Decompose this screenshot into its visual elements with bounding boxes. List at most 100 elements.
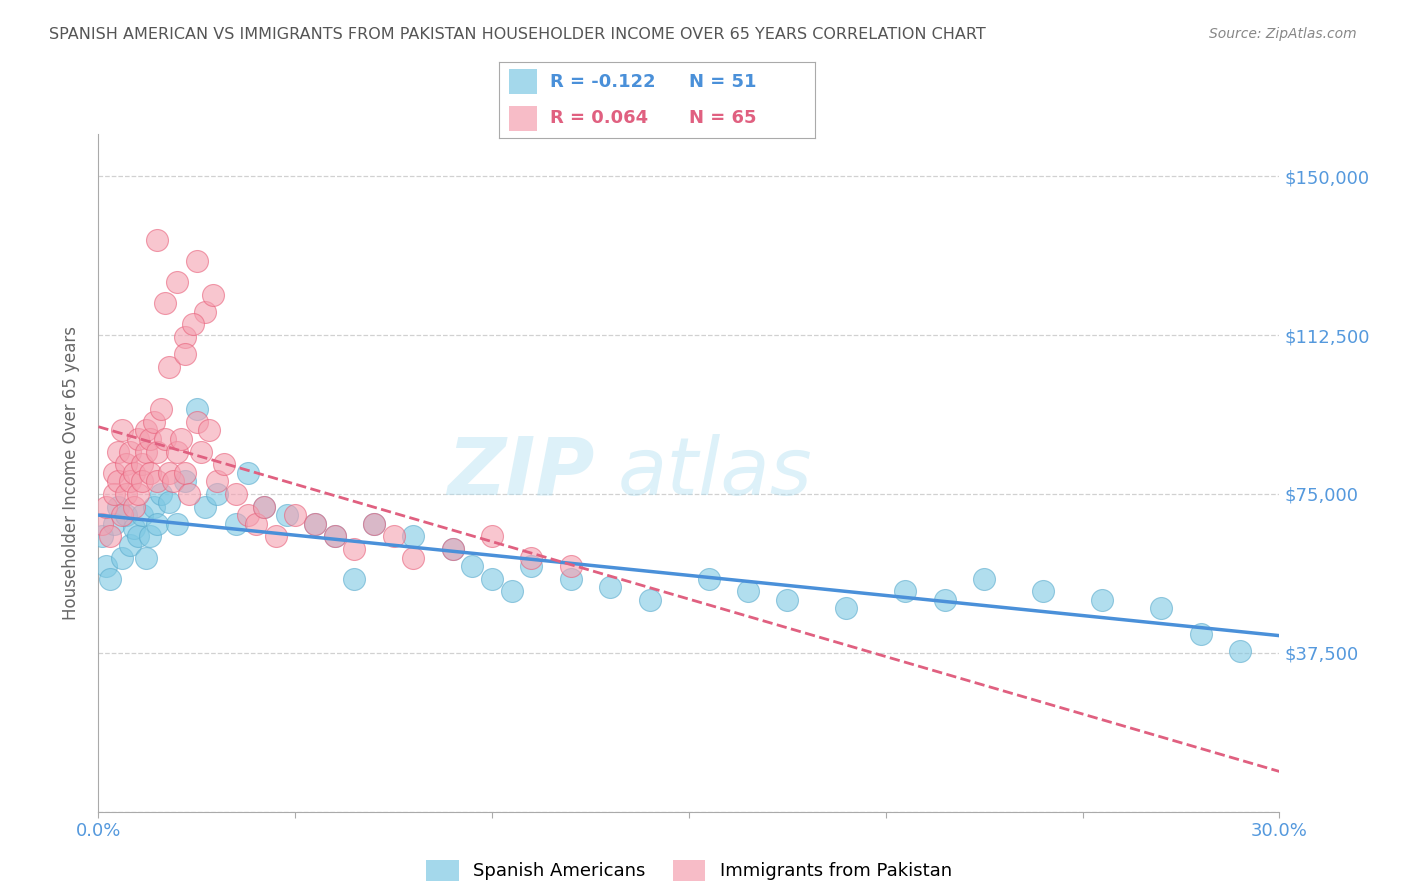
Point — [934, 592, 956, 607]
Point — [98, 529, 121, 543]
Legend: Spanish Americans, Immigrants from Pakistan: Spanish Americans, Immigrants from Pakis… — [426, 860, 952, 880]
Bar — [509, 70, 537, 95]
Point — [131, 474, 153, 488]
Point — [91, 516, 114, 531]
Point — [363, 516, 385, 531]
Point — [225, 516, 247, 531]
Point — [142, 415, 165, 429]
Point — [155, 432, 177, 446]
Point — [118, 444, 141, 458]
Point — [186, 402, 208, 417]
Point — [146, 233, 169, 247]
Point — [96, 500, 118, 514]
Point — [115, 508, 138, 523]
Point — [174, 347, 197, 361]
Point — [214, 457, 236, 471]
Point — [111, 424, 134, 438]
Text: N = 65: N = 65 — [689, 109, 756, 128]
Point — [135, 550, 157, 565]
Point — [166, 444, 188, 458]
Point — [205, 487, 228, 501]
Point — [402, 529, 425, 543]
Point — [142, 500, 165, 514]
Point — [737, 584, 759, 599]
Point — [166, 516, 188, 531]
Point — [96, 558, 118, 574]
Point — [146, 474, 169, 488]
Point — [1150, 601, 1173, 615]
Point — [1091, 592, 1114, 607]
Point — [894, 584, 917, 599]
Point — [111, 550, 134, 565]
Point — [323, 529, 346, 543]
Point — [181, 318, 204, 332]
Point — [122, 466, 145, 480]
Point — [122, 500, 145, 514]
Point — [111, 508, 134, 523]
Point — [131, 457, 153, 471]
Point — [98, 572, 121, 586]
Point — [1189, 626, 1212, 640]
Point — [835, 601, 858, 615]
Point — [776, 592, 799, 607]
Point — [157, 466, 180, 480]
Point — [138, 432, 160, 446]
Point — [382, 529, 405, 543]
Point — [107, 444, 129, 458]
Point — [1032, 584, 1054, 599]
Point — [304, 516, 326, 531]
Point — [135, 424, 157, 438]
Point — [245, 516, 267, 531]
Text: Source: ZipAtlas.com: Source: ZipAtlas.com — [1209, 27, 1357, 41]
Point — [103, 487, 125, 501]
Point — [162, 474, 184, 488]
Point — [363, 516, 385, 531]
Point — [1229, 644, 1251, 658]
Point — [170, 432, 193, 446]
Point — [127, 487, 149, 501]
Point — [166, 275, 188, 289]
Point — [253, 500, 276, 514]
Text: SPANISH AMERICAN VS IMMIGRANTS FROM PAKISTAN HOUSEHOLDER INCOME OVER 65 YEARS CO: SPANISH AMERICAN VS IMMIGRANTS FROM PAKI… — [49, 27, 986, 42]
Point — [343, 541, 366, 557]
Point — [186, 415, 208, 429]
Point — [236, 466, 259, 480]
Bar — [509, 105, 537, 130]
Point — [150, 487, 173, 501]
Point — [115, 487, 138, 501]
Point — [127, 432, 149, 446]
Point — [186, 253, 208, 268]
Point — [194, 500, 217, 514]
Point — [107, 474, 129, 488]
Point — [91, 529, 114, 543]
Point — [599, 580, 621, 594]
Point — [638, 592, 661, 607]
Point — [304, 516, 326, 531]
Point — [194, 304, 217, 318]
Point — [201, 287, 224, 301]
Point — [323, 529, 346, 543]
Text: ZIP: ZIP — [447, 434, 595, 512]
Point — [146, 444, 169, 458]
Point — [560, 558, 582, 574]
Point — [461, 558, 484, 574]
Point — [118, 538, 141, 552]
Text: R = -0.122: R = -0.122 — [550, 73, 655, 91]
Text: N = 51: N = 51 — [689, 73, 756, 91]
Point — [190, 444, 212, 458]
Point — [441, 541, 464, 557]
Point — [197, 424, 219, 438]
Point — [697, 572, 720, 586]
Point — [122, 521, 145, 535]
Point — [441, 541, 464, 557]
Point — [127, 529, 149, 543]
Point — [157, 359, 180, 374]
Point — [253, 500, 276, 514]
Point — [520, 550, 543, 565]
Point — [276, 508, 298, 523]
Point — [236, 508, 259, 523]
Point — [481, 529, 503, 543]
Point — [150, 402, 173, 417]
Point — [103, 466, 125, 480]
Text: atlas: atlas — [619, 434, 813, 512]
